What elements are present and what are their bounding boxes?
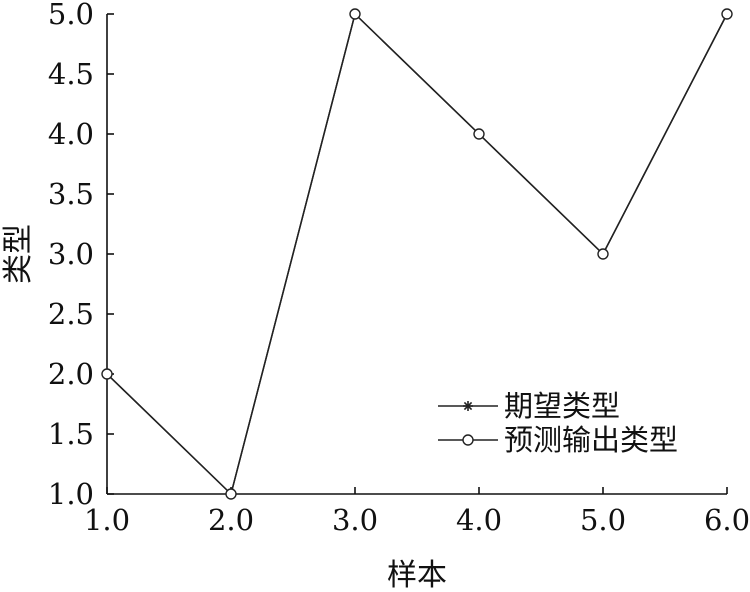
series-line [106,12,728,496]
data-point [473,128,485,140]
x-tick-label: 5.0 [580,503,626,537]
legend-label: 预测输出类型 [504,423,678,457]
y-tick-label: 2.0 [48,357,94,391]
x-tick-label: 6.0 [704,503,750,537]
series-layer [101,8,733,500]
x-tick-label: 2.0 [208,503,254,537]
legend-label: 期望类型 [504,389,620,423]
y-tick-label: 3.0 [48,237,94,271]
axes [106,14,727,495]
y-tick-label: 4.0 [48,117,94,151]
legend-item: 预测输出类型 [438,423,678,457]
legend-marker [462,434,474,446]
y-tick-label: 5.0 [48,0,94,31]
x-axis-title: 样本 [387,558,447,592]
data-point [101,368,113,380]
data-point [225,488,237,500]
y-tick-label: 3.5 [48,177,94,211]
ticks: 1.0 2.0 3.0 4.0 5.0 6.0 1.0 1.5 2.0 2.5 3.0 3.5 4.0 4… [48,0,750,537]
x-tick-label: 3.0 [332,503,378,537]
y-tick-label: 4.5 [48,57,94,91]
data-point [597,248,609,260]
x-tick-label: 1.0 [84,503,130,537]
x-tick-label: 4.0 [456,503,502,537]
data-point [349,8,361,20]
legend-marker [463,401,473,411]
legend-item: 期望类型 [438,389,620,423]
y-tick-label: 1.0 [48,477,94,511]
series-2 [101,8,733,500]
series-line [106,12,728,496]
y-axis-title: 类型 [1,224,36,284]
data-point [721,8,733,20]
y-tick-label: 1.5 [48,417,94,451]
y-tick-label: 2.5 [48,297,94,331]
